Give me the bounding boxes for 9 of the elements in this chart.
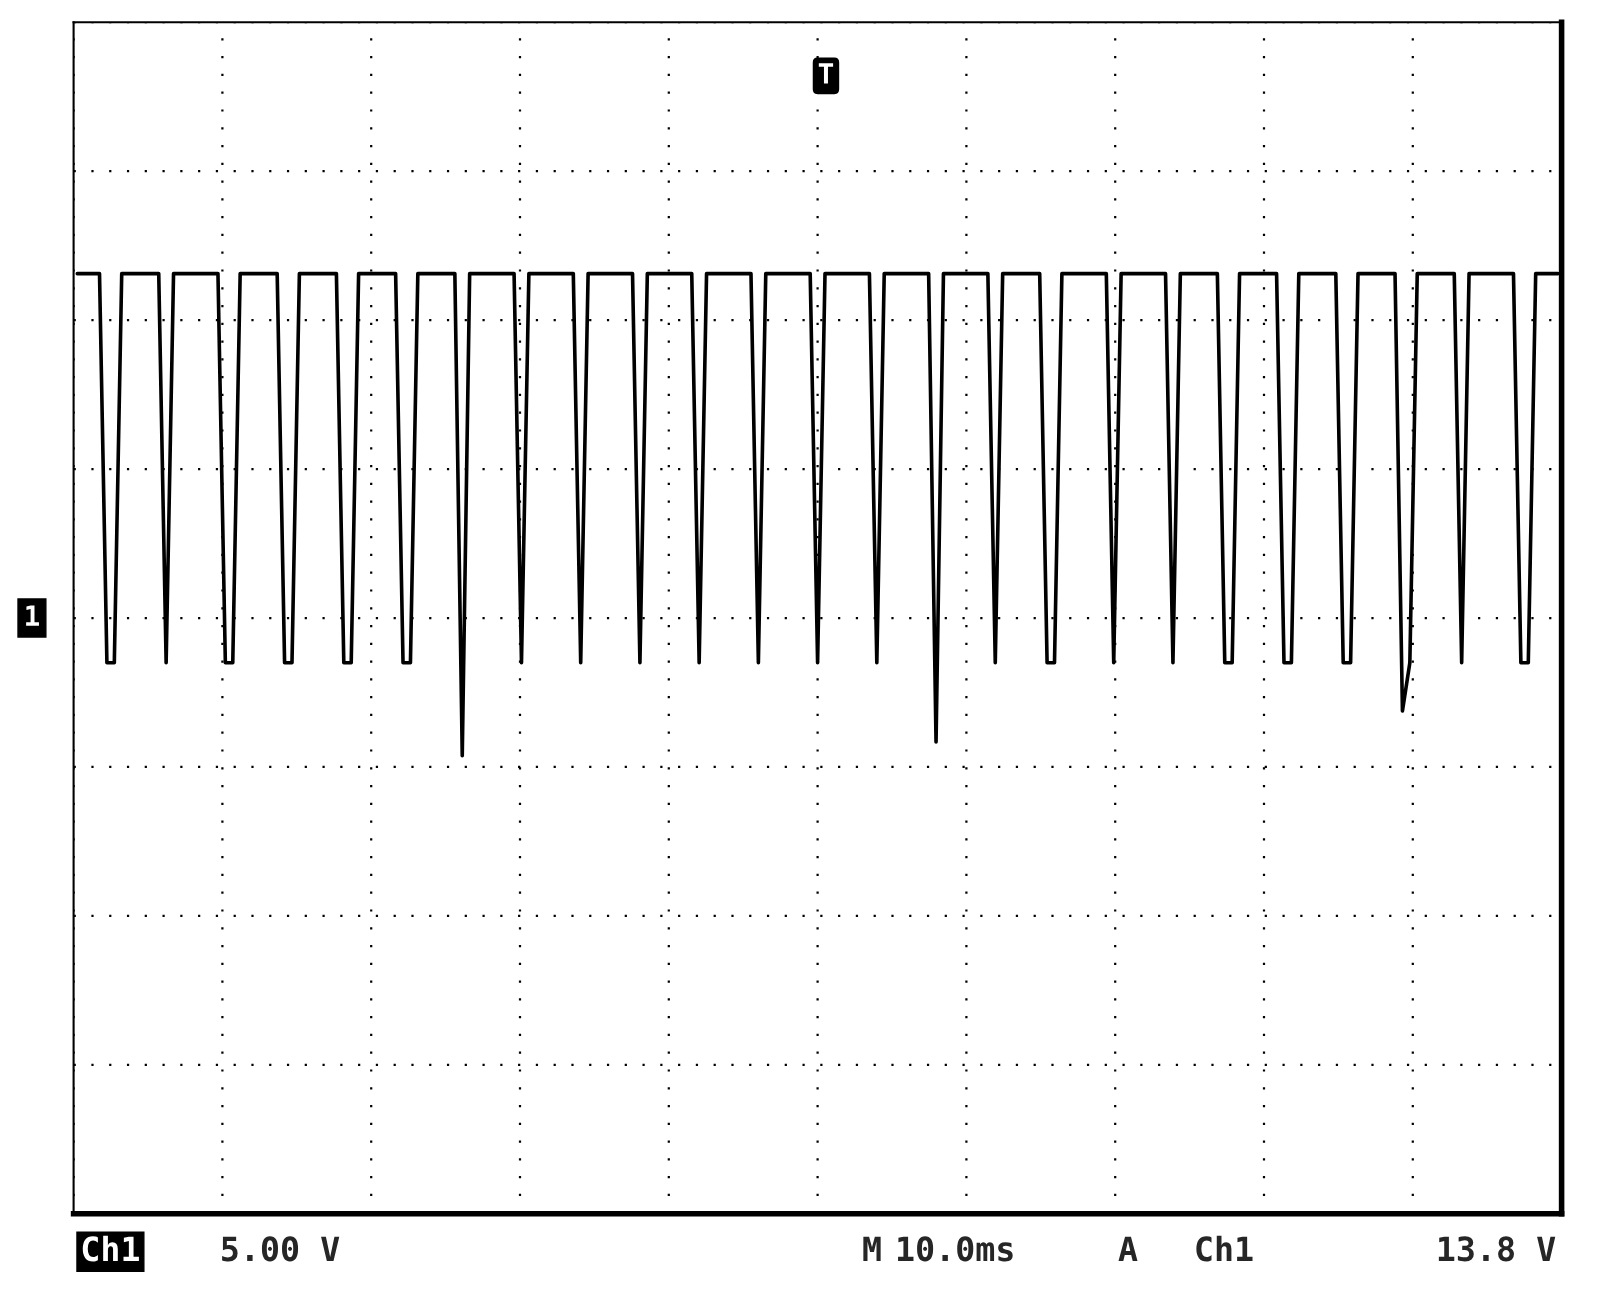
text: 10.0ms [898, 1236, 1013, 1262]
text: T [818, 63, 834, 84]
text: 1 [26, 605, 39, 626]
text: 13.8 V [1438, 1236, 1556, 1262]
text: Ch1 [1196, 1235, 1253, 1262]
text: A [1118, 1236, 1138, 1261]
text: Ch1 [82, 1235, 139, 1262]
text: M [863, 1236, 881, 1261]
text: 5.00 V [222, 1236, 340, 1262]
